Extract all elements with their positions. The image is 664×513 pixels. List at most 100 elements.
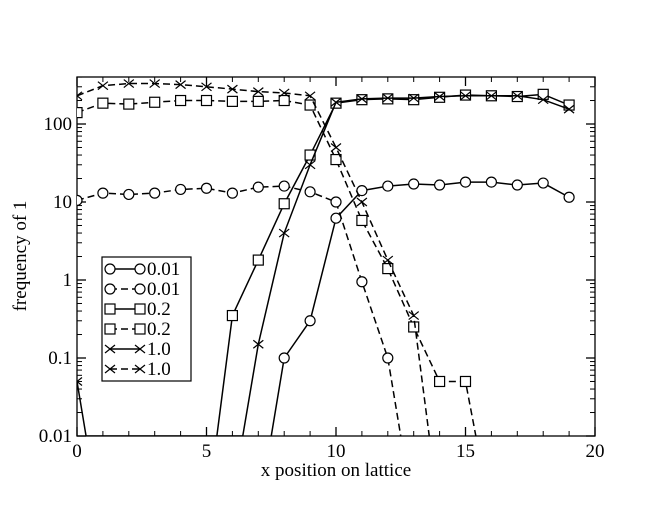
x-marker-stroke — [304, 160, 316, 170]
data-point — [356, 214, 368, 227]
data-point — [459, 176, 472, 188]
x-marker-stroke — [486, 91, 497, 101]
y-tick-label: 100 — [44, 114, 73, 135]
data-point — [434, 179, 446, 191]
legend-label: 1.0 — [147, 359, 171, 380]
x-marker-stroke — [356, 94, 368, 104]
data-point — [278, 198, 290, 210]
data-point — [97, 81, 109, 91]
legend-label: 0.2 — [147, 299, 171, 320]
legend-entry: 0.01 — [104, 279, 180, 300]
data-point — [537, 177, 549, 189]
x-marker-stroke — [77, 380, 83, 386]
legend-marker — [104, 364, 116, 374]
legend-marker — [104, 263, 116, 275]
data-point — [330, 143, 342, 152]
data-point — [77, 194, 83, 206]
data-point — [382, 263, 394, 275]
data-point — [563, 191, 575, 203]
x-marker-stroke — [330, 97, 342, 107]
series-5 — [77, 79, 430, 436]
data-point — [511, 91, 523, 101]
data-point — [408, 311, 420, 321]
data-point — [408, 94, 420, 106]
x-tick-label: 5 — [202, 441, 212, 462]
data-point — [304, 186, 316, 198]
data-point — [434, 375, 446, 388]
data-point — [77, 107, 83, 119]
y-tick-label: 0.1 — [48, 348, 72, 369]
data-point — [485, 176, 497, 188]
data-point — [563, 99, 575, 111]
data-point — [356, 94, 368, 104]
data-point — [459, 375, 472, 388]
data-point — [252, 87, 264, 97]
x-marker-stroke — [356, 197, 368, 207]
data-point — [278, 94, 290, 107]
data-point — [175, 94, 187, 107]
y-tick-label: 0.01 — [39, 426, 72, 447]
legend-label: 0.01 — [147, 279, 180, 300]
data-point — [149, 96, 161, 108]
x-marker-stroke — [149, 79, 161, 89]
data-point — [175, 183, 187, 196]
data-point — [408, 178, 420, 190]
plot-layer: 0 5 10 15 20 0.01 0.1 1 10 100 — [39, 76, 605, 462]
data-point — [226, 309, 238, 322]
data-point — [123, 79, 135, 89]
legend-entry: 0.2 — [104, 319, 171, 340]
legend-entry: 0.2 — [104, 299, 171, 320]
x-marker-stroke — [408, 311, 420, 321]
data-point — [77, 377, 83, 386]
series-4 — [77, 91, 575, 436]
x-marker-stroke — [134, 344, 146, 354]
data-point — [408, 321, 420, 333]
data-point — [382, 93, 394, 103]
x-marker-stroke — [104, 344, 116, 354]
data-point — [77, 91, 83, 101]
data-point — [201, 82, 212, 92]
data-point — [200, 94, 213, 107]
x-tick-label: 10 — [327, 441, 346, 462]
data-point — [123, 188, 135, 201]
data-point — [537, 95, 549, 105]
data-point — [356, 197, 368, 207]
data-point — [356, 276, 368, 288]
x-marker-stroke — [77, 91, 83, 97]
x-marker-stroke — [77, 377, 83, 383]
legend-marker — [104, 344, 116, 354]
x-marker-stroke — [382, 93, 394, 103]
data-point — [460, 91, 471, 101]
series-2 — [216, 88, 575, 436]
x-marker-stroke — [511, 91, 523, 101]
data-point — [408, 93, 420, 103]
legend-label: 0.2 — [147, 319, 171, 340]
y-tick-label: 1 — [63, 270, 73, 291]
data-point — [278, 180, 290, 192]
data-point — [149, 187, 161, 199]
data-point — [330, 196, 342, 208]
data-point — [278, 88, 290, 98]
legend-entry: 1.0 — [104, 339, 171, 360]
data-point — [278, 352, 290, 364]
x-marker-stroke — [330, 143, 342, 152]
data-point — [226, 187, 238, 199]
data-point — [330, 153, 342, 166]
data-point — [304, 315, 316, 327]
data-point — [149, 79, 161, 89]
x-marker-stroke — [537, 95, 549, 105]
x-marker-stroke — [134, 364, 146, 374]
data-point — [304, 160, 316, 170]
y-tick-label: 10 — [53, 192, 72, 213]
x-marker-stroke — [434, 92, 445, 101]
data-point — [252, 254, 264, 266]
x-marker-stroke — [77, 95, 83, 101]
data-point — [252, 339, 264, 349]
data-point — [537, 88, 549, 100]
data-point — [304, 149, 316, 161]
series-0 — [270, 176, 575, 436]
x-tick-label: 0 — [72, 441, 82, 462]
data-point — [382, 180, 394, 192]
